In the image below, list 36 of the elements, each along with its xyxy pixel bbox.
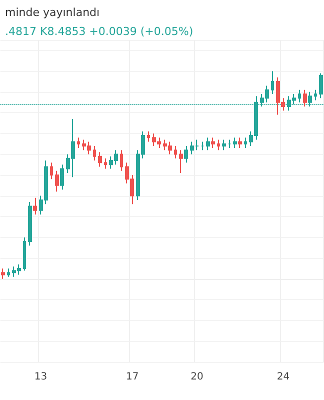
candlestick xyxy=(211,137,215,149)
x-tick-label: 17 xyxy=(126,372,139,382)
candlestick xyxy=(238,137,242,149)
candlestick xyxy=(222,139,226,151)
candlestick xyxy=(1,268,5,280)
chart-title: minde yayınlandı xyxy=(5,6,100,19)
candlestick xyxy=(55,170,59,192)
candlestick xyxy=(184,145,188,164)
candlestick xyxy=(104,158,107,170)
candlestick xyxy=(7,268,10,278)
candlestick xyxy=(93,145,96,161)
candlestick xyxy=(179,150,183,174)
candlestick xyxy=(23,236,26,272)
candlestick xyxy=(98,152,102,168)
candlestick xyxy=(33,197,37,216)
candlestick xyxy=(77,137,80,149)
chart-subtitle: .4817 K8.4853 +0.0039 (+0.05%) xyxy=(5,25,194,38)
candlestick xyxy=(319,72,323,99)
candlestick xyxy=(233,137,237,149)
candlestick xyxy=(271,70,274,95)
candlestick xyxy=(174,145,177,159)
candlestick xyxy=(201,141,204,151)
candlestick xyxy=(244,137,247,149)
candlestick xyxy=(303,89,307,107)
candlestick xyxy=(147,130,150,142)
candlestick xyxy=(314,89,317,101)
x-tick-label: 24 xyxy=(276,372,290,382)
candlestick xyxy=(206,137,210,151)
candlestick xyxy=(217,139,220,151)
x-tick-label: 20 xyxy=(190,372,204,382)
candlestick xyxy=(120,150,123,172)
candlestick xyxy=(60,164,64,190)
candlestick xyxy=(228,139,231,149)
x-tick-label: 13 xyxy=(34,372,48,382)
candlestick xyxy=(50,162,53,180)
candlestick xyxy=(28,202,32,246)
